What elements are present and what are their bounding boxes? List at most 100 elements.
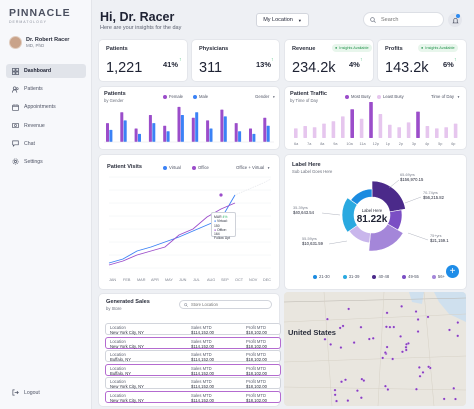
store-marker (404, 345, 408, 349)
time-of-day-dropdown[interactable]: Time of Day ▼ (431, 94, 460, 99)
sales-row[interactable]: Location Buffalo, NY Sales MTD $114,152.00… (105, 363, 281, 376)
bar-traffic (425, 126, 430, 138)
gender-dropdown[interactable]: Gender ▼ (255, 94, 276, 99)
bar-female (120, 112, 124, 142)
donut-slice (368, 223, 404, 252)
store-marker (383, 384, 387, 388)
sales-row[interactable]: Location Buffalo, NY Sales MTD $114,152.00… (105, 350, 281, 363)
store-marker (427, 365, 431, 369)
store-marker (386, 388, 390, 391)
chart-title: Patients (104, 91, 126, 97)
store-marker (367, 337, 371, 341)
kpi-label: Profits (385, 46, 403, 52)
bar-male (238, 131, 242, 142)
bar-female (177, 106, 181, 142)
store-search[interactable] (179, 300, 272, 309)
legend-most-busy: Most Busy (345, 94, 371, 99)
kpi-physicians[interactable]: Physicians 311 13% ↑ (192, 40, 279, 81)
store-marker (323, 337, 327, 341)
kpi-pct: 4% (349, 60, 360, 69)
bar-male (152, 123, 156, 142)
notification-button[interactable] (448, 13, 462, 27)
sales-location: Location New York City, NY (110, 379, 144, 390)
kpi-pct: 41% (163, 60, 179, 69)
tick-label: 6p (451, 142, 455, 146)
bar-female (249, 128, 252, 142)
store-marker (416, 330, 420, 333)
nav-item-patients[interactable]: Patients (6, 82, 86, 96)
location-dropdown[interactable]: My Location ▼ (256, 13, 309, 27)
visit-type-dropdown[interactable]: Office + Virtual ▼ (236, 165, 271, 170)
store-marker (359, 396, 363, 400)
nav-item-settings[interactable]: Settings (6, 155, 86, 169)
kpi-value: 311 (199, 60, 223, 76)
insights-badge[interactable]: ● Insights Available (418, 44, 458, 52)
nav-item-revenue[interactable]: Revenue (6, 119, 86, 133)
kpi-revenue[interactable]: Revenue ● Insights Available 234.2k 4% ↑ (285, 40, 373, 81)
bell-icon (451, 17, 459, 23)
sales-row[interactable]: Location New York City, NY Sales MTD $114,… (105, 391, 281, 403)
chart-subtitle: by Time of Day (290, 98, 318, 103)
search-bar[interactable] (363, 12, 444, 27)
point-office (219, 193, 223, 197)
callout-line (321, 212, 341, 216)
kpi-label: Revenue (292, 46, 316, 52)
tooltip-followup: Follow Upt (214, 236, 231, 241)
nav-item-appointments[interactable]: Appointments (6, 100, 86, 114)
tick-label: MAR (137, 278, 146, 282)
avatar (9, 36, 22, 49)
store-marker (346, 399, 350, 403)
bar-female (106, 123, 109, 142)
insights-label: Insights Available (339, 46, 369, 50)
chart-title: Generated Sales (106, 299, 150, 305)
bar-male (266, 125, 270, 142)
brand-name: PINNACLE (9, 7, 71, 19)
sales-row[interactable]: Location New York City, NY Sales MTD $114,… (105, 336, 281, 349)
donut-slice (350, 188, 373, 206)
add-button[interactable]: + (446, 265, 459, 278)
tick-label: SEP (221, 278, 229, 282)
brand-tagline: DERMATOLOGY (9, 20, 47, 24)
bar-male (209, 128, 213, 142)
profit-mtd: Profit MTD $18,102.00 (246, 352, 267, 363)
kpi-patients[interactable]: Patients 1,221 41% ↑ (99, 40, 187, 81)
page-title: Hi, Dr. Racer (100, 10, 175, 24)
visits-line-chart: JAN FEB MAR APR MAY JUN JUL AUG SEP OCT NOV DEC (108, 176, 272, 282)
donut-slice (341, 197, 358, 233)
sales-row[interactable]: Location New York City, NY Sales MTD $114,… (105, 377, 281, 390)
callout-range: 65-69yrs (400, 173, 415, 177)
bar-male (252, 133, 256, 142)
series-forecast (108, 178, 272, 264)
chat-icon (12, 140, 19, 148)
store-marker (344, 378, 347, 382)
nav-item-chat[interactable]: Chat (6, 137, 86, 151)
store-map[interactable]: United States (284, 292, 466, 406)
donut-center-label: Label Here (361, 208, 383, 213)
sales-row[interactable]: Location New York City, NY Sales MTD $114,… (105, 323, 281, 335)
search-input[interactable] (381, 16, 437, 23)
callout-line (328, 240, 348, 245)
chart-subtitle: by Store (106, 306, 122, 311)
store-search-input[interactable] (191, 302, 261, 307)
tick-label: 10a (346, 142, 353, 146)
road (377, 292, 385, 406)
notification-dot (456, 14, 460, 18)
bar-traffic (350, 109, 354, 138)
lightbulb-icon: ● (421, 46, 424, 50)
legend-virtual: Virtual (163, 165, 181, 170)
insights-badge[interactable]: ● Insights Available (332, 44, 372, 52)
lightbulb-icon: ● (335, 46, 338, 50)
nav-item-dashboard[interactable]: Dashboard (6, 64, 86, 78)
tick-label: JUN (179, 278, 187, 282)
profile[interactable]: Dr. Robert Racer MD, PhD (9, 36, 69, 49)
store-marker (341, 324, 345, 328)
bar-traffic (359, 118, 364, 138)
sales-location: Location New York City, NY (110, 338, 144, 349)
nav-label: Settings (24, 158, 43, 165)
nav-label: Patients (24, 86, 43, 93)
kpi-profits[interactable]: Profits ● Insights Available 143.2k 6% ↑ (378, 40, 466, 81)
patient-visits-card: Patient Visits Virtual Office Office + V… (99, 155, 279, 289)
bar-male (138, 133, 141, 142)
chart-title: Patient Traffic (290, 91, 327, 97)
logout-button[interactable]: Logout (12, 389, 40, 396)
